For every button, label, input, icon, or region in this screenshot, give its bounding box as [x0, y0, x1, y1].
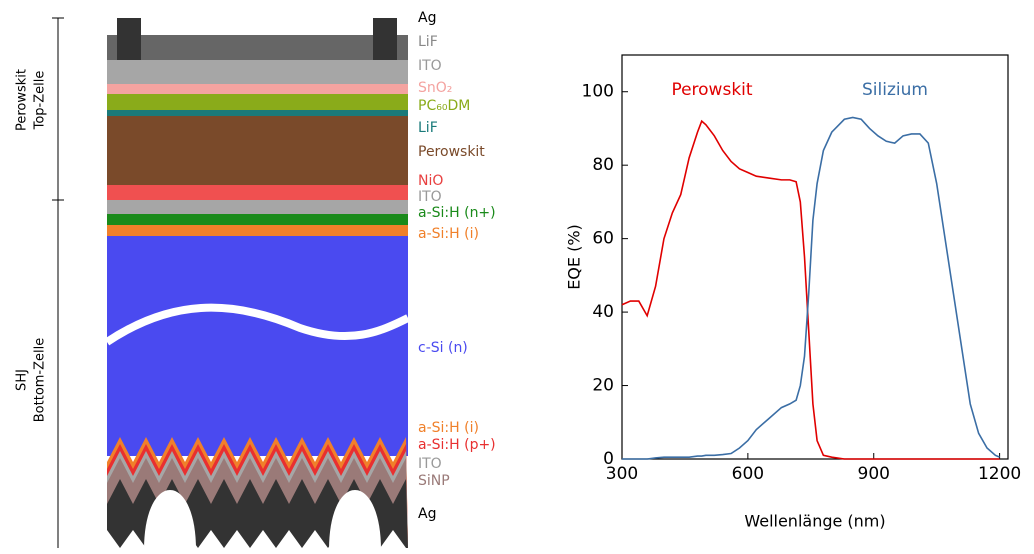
lif-layer	[107, 35, 408, 60]
legend-label: Silizium	[862, 80, 928, 100]
layer-label: ITO	[418, 189, 442, 205]
layer-stack	[0, 18, 420, 550]
layer-label: a-Si:H (i)	[418, 226, 479, 242]
layer-label: LiF	[418, 120, 438, 136]
layer-label: Ag	[418, 10, 436, 26]
x-tick-label: 900	[858, 464, 890, 484]
asi-n-layer	[107, 214, 408, 225]
layer-label: c-Si (n)	[418, 340, 468, 356]
ag-contact	[373, 18, 397, 60]
layer-label: NiO	[418, 173, 443, 189]
layer-label: Perowskit	[418, 144, 485, 160]
x-axis-label: Wellenlänge (nm)	[744, 512, 885, 531]
x-tick-label: 600	[732, 464, 764, 484]
layer-label: SnO₂	[418, 80, 452, 96]
layer-label: a-Si:H (p+)	[418, 437, 496, 453]
layer-label: ITO	[418, 58, 442, 74]
y-tick-label: 0	[603, 449, 614, 469]
side-label: SHJ	[15, 369, 30, 391]
y-tick-label: 60	[592, 229, 614, 249]
series-line	[622, 116, 1000, 460]
asi-i-layer	[107, 225, 408, 236]
layer-label: Ag	[418, 506, 436, 522]
series-line	[621, 119, 1000, 460]
layer-label: a-Si:H (n+)	[418, 205, 496, 221]
perovskite-layer	[107, 116, 408, 185]
edge-cut	[0, 548, 420, 550]
layer-label: SiNP	[418, 473, 450, 489]
side-label: Top-Zelle	[33, 71, 48, 131]
layer-label: LiF	[418, 34, 438, 50]
side-label: Bottom-Zelle	[33, 338, 48, 423]
x-tick-label: 300	[606, 464, 638, 484]
lif-layer	[107, 110, 408, 116]
ito-layer	[107, 200, 408, 214]
y-tick-label: 40	[592, 302, 614, 322]
ag-contact	[117, 18, 141, 60]
legend-label: Perowskit	[671, 80, 752, 100]
nio-layer	[107, 185, 408, 200]
layer-label: PC₆₀DM	[418, 98, 470, 114]
plot-frame	[621, 54, 1009, 460]
pcbm-layer	[107, 94, 408, 110]
sno2-layer	[107, 84, 408, 94]
layer-label: ITO	[418, 456, 442, 472]
y-tick-label: 100	[582, 82, 614, 102]
y-axis-label: EQE (%)	[565, 224, 584, 290]
bottom-cut	[107, 530, 408, 550]
break-mark	[104, 303, 410, 346]
y-tick-label: 20	[592, 376, 614, 396]
x-tick-label: 1200	[978, 464, 1021, 484]
y-tick-label: 80	[592, 155, 614, 175]
side-label: Perowskit	[15, 69, 30, 131]
layer-label: a-Si:H (i)	[418, 420, 479, 436]
csi-layer	[107, 236, 408, 456]
ito-layer	[107, 60, 408, 84]
